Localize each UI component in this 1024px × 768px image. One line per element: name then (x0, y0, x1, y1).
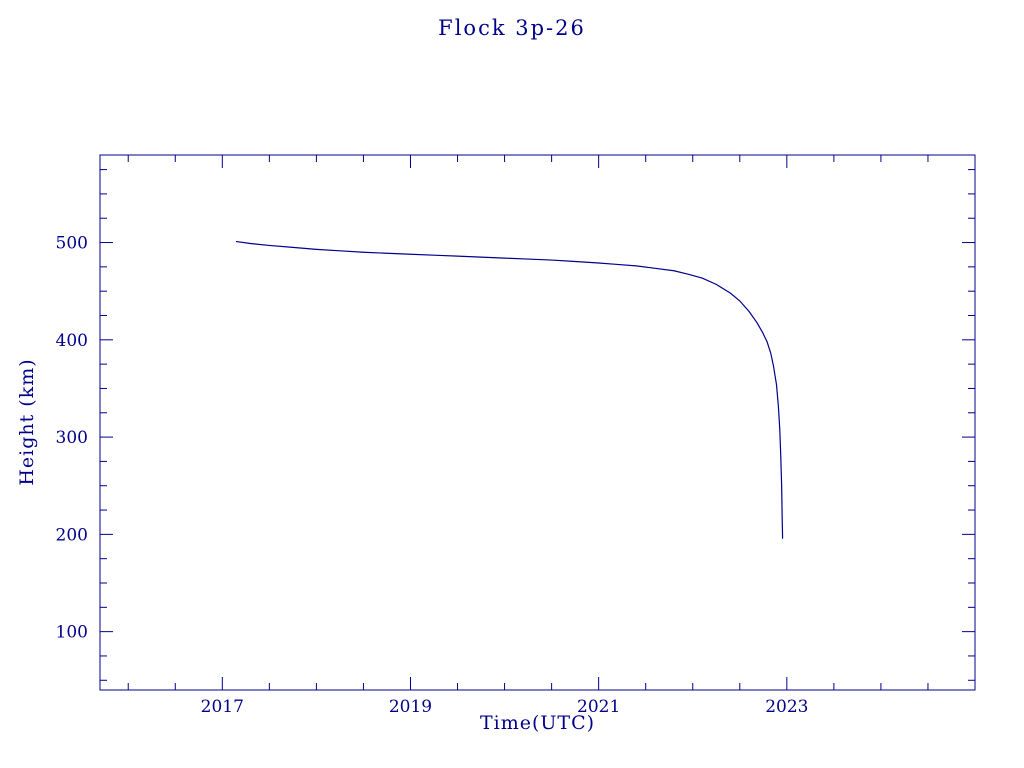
y-tick-label: 400 (56, 331, 88, 351)
y-tick-label: 200 (56, 525, 88, 545)
y-tick-label: 500 (56, 234, 88, 254)
chart-title: Flock 3p-26 (438, 16, 586, 40)
x-tick-label: 2021 (577, 697, 620, 717)
x-tick-label: 2023 (765, 697, 808, 717)
x-axis-title: Time(UTC) (479, 712, 596, 734)
y-tick-label: 300 (56, 428, 88, 448)
y-axis-title-text: Height (km) (16, 358, 38, 486)
y-tick-label: 100 (56, 623, 88, 643)
x-tick-label: 2017 (201, 697, 244, 717)
height-decay-line (235, 240, 784, 539)
plot-frame (99, 154, 976, 691)
x-tick-label: 2019 (389, 697, 432, 717)
